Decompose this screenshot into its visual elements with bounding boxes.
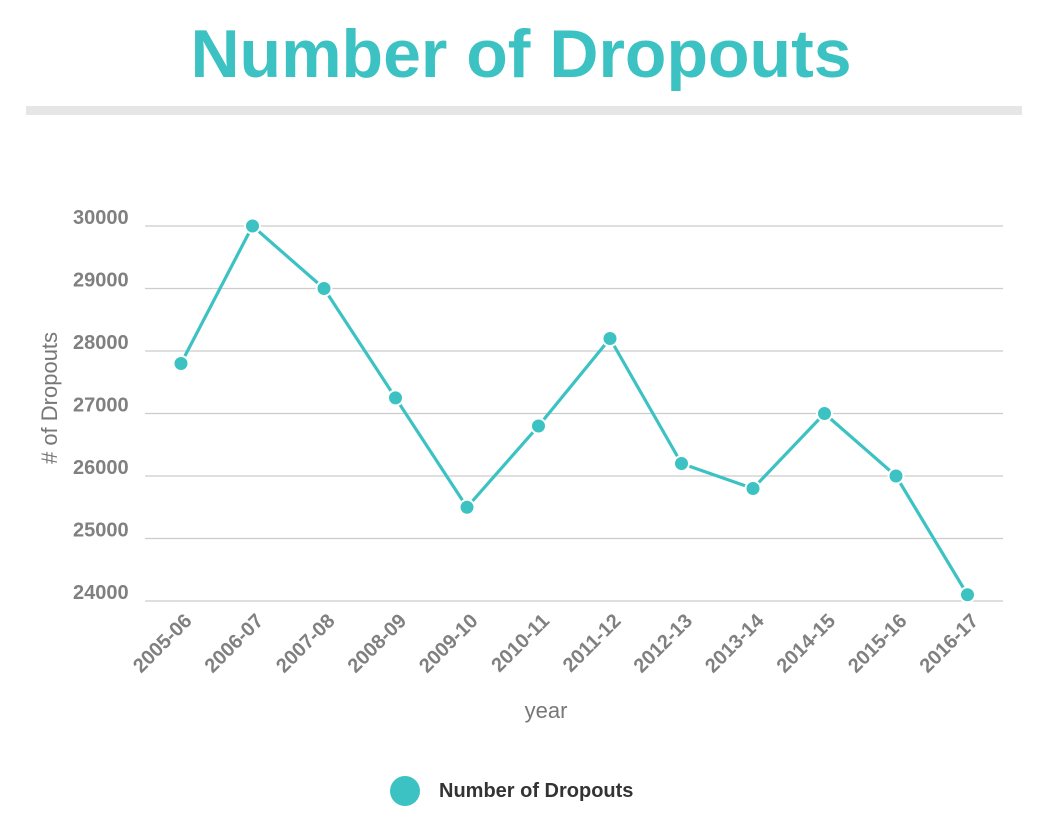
data-point <box>744 480 762 497</box>
gridlines <box>145 225 1003 602</box>
x-axis-title: year <box>525 698 568 723</box>
title-divider <box>26 106 1022 115</box>
series-layer <box>172 217 976 604</box>
x-tick-label: 2006-07 <box>201 610 268 677</box>
x-tick-label: 2005-06 <box>129 610 196 677</box>
x-tick-label: 2008-09 <box>344 610 411 677</box>
y-tick-label: 29000 <box>73 270 129 292</box>
x-tick-label: 2007-08 <box>272 610 339 677</box>
x-tick-label: 2009-10 <box>415 610 482 677</box>
data-point <box>887 467 905 485</box>
data-point <box>959 586 976 604</box>
data-point <box>530 417 547 435</box>
y-tick-label: 27000 <box>73 395 129 417</box>
data-point <box>673 455 690 472</box>
x-axis-tick-labels: 2005-06 2006-07 2007-08 2008-09 2009-10 2010-… <box>129 609 983 677</box>
series-line <box>179 224 970 597</box>
x-tick-label: 2012-13 <box>630 610 697 677</box>
y-tick-label: 24000 <box>73 582 129 604</box>
chart-title: Number of Dropouts <box>190 16 852 92</box>
data-point <box>244 217 261 235</box>
y-tick-label: 25000 <box>73 520 129 542</box>
data-point <box>458 498 476 516</box>
x-tick-label: 2011-12 <box>559 610 626 677</box>
x-tick-label: 2013-14 <box>701 609 769 677</box>
x-tick-label: 2015-16 <box>844 610 911 677</box>
data-point <box>816 405 833 422</box>
data-point <box>172 355 190 372</box>
data-point <box>315 280 333 297</box>
y-axis-tick-labels: 30000 29000 28000 27000 26000 25000 24000 <box>73 207 129 604</box>
x-tick-label: 2016-17 <box>916 610 983 677</box>
y-tick-label: 26000 <box>73 457 129 479</box>
data-point <box>601 330 619 347</box>
data-point <box>387 389 404 407</box>
legend: Number of Dropouts <box>390 776 633 806</box>
x-tick-label: 2014-15 <box>773 610 840 677</box>
y-axis-title: # of Dropouts <box>37 332 62 464</box>
legend-label: Number of Dropouts <box>439 779 634 802</box>
y-tick-label: 30000 <box>73 207 129 229</box>
x-tick-label: 2010-11 <box>487 610 554 677</box>
legend-swatch <box>390 776 420 806</box>
y-tick-label: 28000 <box>73 332 129 354</box>
